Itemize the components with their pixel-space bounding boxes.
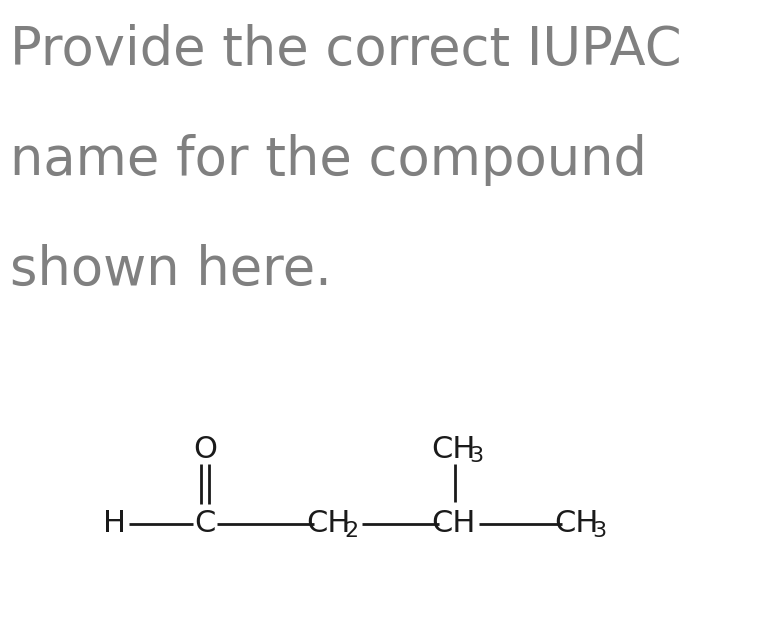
Text: CH: CH	[431, 435, 475, 464]
Text: O: O	[193, 435, 217, 464]
Text: CH: CH	[305, 509, 350, 538]
Text: 2: 2	[344, 521, 358, 541]
Text: Provide the correct IUPAC: Provide the correct IUPAC	[10, 24, 681, 76]
Text: shown here.: shown here.	[10, 244, 332, 296]
Text: CH: CH	[431, 509, 475, 538]
Text: 3: 3	[469, 446, 483, 466]
Text: C: C	[194, 509, 216, 538]
Text: CH: CH	[554, 509, 598, 538]
Text: H: H	[104, 509, 127, 538]
Text: name for the compound: name for the compound	[10, 134, 647, 186]
Text: 3: 3	[592, 521, 606, 541]
